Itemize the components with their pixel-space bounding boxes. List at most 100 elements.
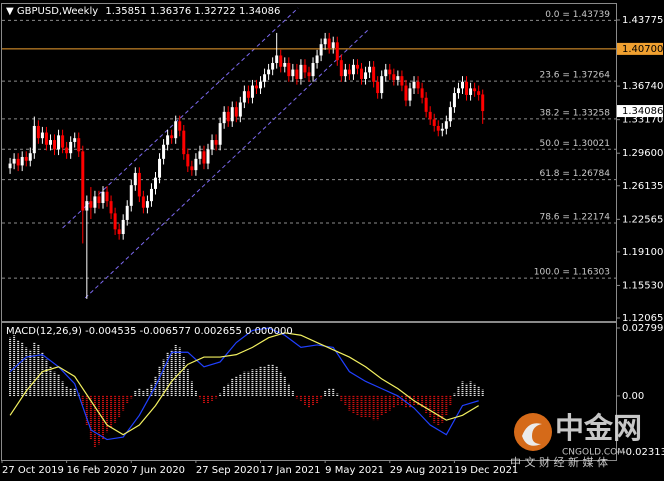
- candle-body: [190, 166, 194, 171]
- candle-body: [182, 130, 186, 155]
- y-tick-label: 1.26135: [622, 181, 663, 192]
- candle-body: [303, 64, 307, 73]
- candle-body: [89, 201, 93, 208]
- candle-body: [77, 138, 81, 152]
- candle-body: [16, 158, 20, 166]
- last-price-box: [617, 105, 663, 118]
- y-tick-label: 1.29600: [622, 148, 663, 159]
- candle-body: [53, 140, 57, 150]
- trend-channel-line: [84, 29, 369, 299]
- candle-body: [335, 42, 339, 61]
- candle-body: [311, 62, 315, 77]
- candle-body: [396, 76, 400, 80]
- watermark-logo: [514, 413, 552, 451]
- candle-body: [40, 132, 44, 139]
- candle-body: [20, 156, 24, 166]
- candle-body: [283, 62, 287, 67]
- candle-body: [202, 151, 206, 164]
- price-frame: [1, 3, 617, 322]
- candle-body: [214, 140, 218, 145]
- candle-body: [121, 219, 125, 235]
- candle-body: [364, 72, 368, 79]
- watermark-logo-swirl: [522, 423, 542, 446]
- candle-body: [477, 91, 481, 95]
- candle-body: [105, 191, 109, 202]
- candle-body: [360, 68, 364, 79]
- candle-body: [32, 125, 36, 154]
- fib-label: 38.2 = 1.33258: [539, 108, 610, 118]
- candle-body: [432, 119, 436, 126]
- y-tick-label: 1.12065: [622, 313, 663, 324]
- candle-body: [295, 69, 299, 79]
- candle-body: [400, 76, 404, 86]
- x-tick-label: 19 Dec 2021: [454, 465, 518, 476]
- candle-body: [162, 144, 166, 159]
- candle-body: [174, 121, 178, 139]
- macd-title: MACD(12,26,9) -0.004535 -0.006577 0.0026…: [6, 326, 293, 337]
- candle-body: [97, 196, 101, 204]
- x-tick-label: 7 Jun 2020: [131, 465, 185, 476]
- candle-body: [81, 151, 85, 211]
- macd-plot: [9, 327, 484, 447]
- menu-arrow[interactable]: ▼: [6, 6, 14, 17]
- watermark: 中金网 CNGOLD.COM 中 文 财 经 新 媒 体: [510, 411, 642, 469]
- candle-body: [327, 38, 331, 48]
- candle-body: [85, 201, 89, 211]
- candle-body: [347, 69, 351, 75]
- candle-body: [461, 81, 464, 89]
- candle-body: [271, 62, 275, 70]
- candle-body: [129, 185, 133, 206]
- candle-body: [12, 158, 16, 164]
- candle-body: [319, 44, 323, 56]
- candle-body: [404, 85, 408, 101]
- y-tick-label: -0.023137: [622, 447, 664, 458]
- candle-body: [339, 60, 343, 77]
- candle-body: [250, 85, 254, 98]
- candle-body: [267, 69, 271, 75]
- x-tick-label: 27 Oct 2019: [2, 465, 64, 476]
- macd-frame: [1, 322, 617, 461]
- candle-body: [125, 205, 129, 220]
- candle-body: [412, 81, 416, 89]
- candle-body: [424, 97, 428, 112]
- candle-body: [287, 62, 291, 77]
- y-tick-label: 1.15530: [622, 280, 663, 291]
- x-tick-label: 17 Jan 2021: [261, 465, 321, 476]
- fib-label: 100.0 = 1.16303: [534, 268, 610, 278]
- candle-body: [452, 93, 456, 108]
- candle-body: [299, 64, 303, 79]
- candle-body: [448, 107, 452, 122]
- candle-body: [465, 81, 469, 95]
- candle-body: [69, 141, 73, 154]
- x-tick-label: 27 Sep 2020: [196, 465, 259, 476]
- candle-body: [291, 69, 295, 77]
- candle-body: [355, 64, 359, 69]
- fib-label: 78.6 = 1.22174: [539, 212, 610, 222]
- candle-body: [166, 135, 170, 145]
- candle-body: [331, 42, 335, 48]
- candle-body: [376, 81, 380, 94]
- candle-body: [368, 66, 372, 73]
- candle-body: [57, 135, 61, 150]
- candle-body: [206, 149, 210, 164]
- candle-body: [178, 121, 182, 131]
- candle-body: [380, 76, 384, 94]
- candle-body: [473, 88, 477, 92]
- x-tick-label: 29 Aug 2021: [390, 465, 454, 476]
- candle-body: [351, 64, 355, 75]
- candle-body: [186, 154, 190, 167]
- x-tick-label: 9 May 2021: [325, 465, 384, 476]
- candle-body: [141, 196, 145, 208]
- candle-body: [420, 88, 424, 98]
- y-tick-label: 1.19100: [622, 247, 663, 258]
- candle-body: [388, 69, 392, 75]
- candle-body: [440, 128, 444, 131]
- candle-body: [416, 81, 420, 89]
- candle-body: [36, 125, 40, 139]
- candle-body: [154, 177, 157, 189]
- candle-body: [222, 111, 226, 124]
- price-plot: 0.0 = 1.43739 23.6 = 1.37264 38.2 = 1.3325…: [2, 7, 616, 299]
- fib-label: 0.0 = 1.43739: [545, 10, 610, 20]
